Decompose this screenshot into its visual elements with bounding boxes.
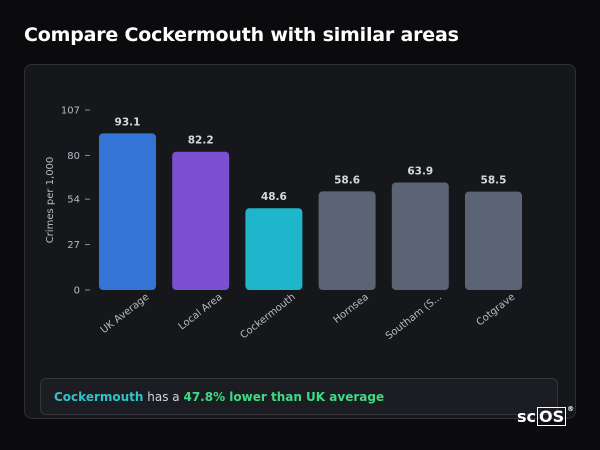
bar bbox=[99, 133, 156, 290]
bar bbox=[245, 208, 303, 290]
bar-value-label: 58.5 bbox=[481, 175, 507, 187]
y-tick-label: 27 bbox=[67, 240, 80, 251]
bar-value-label: 58.6 bbox=[334, 174, 360, 186]
y-tick-label: 0 bbox=[74, 286, 80, 297]
x-category-label: Southam (S... bbox=[384, 292, 444, 342]
x-category-label: Cockermouth bbox=[239, 292, 298, 342]
registered-mark: ® bbox=[567, 405, 575, 413]
x-category-label: UK Average bbox=[99, 292, 152, 336]
y-tick-label: 80 bbox=[67, 151, 80, 162]
bar-value-label: 63.9 bbox=[407, 166, 433, 178]
x-category-label: Cotgrave bbox=[475, 292, 518, 329]
summary-text: has a bbox=[143, 389, 184, 404]
y-axis-title: Crimes per 1,000 bbox=[45, 157, 56, 244]
bar bbox=[465, 191, 522, 290]
summary-diff: 47.8% lower than UK average bbox=[183, 389, 385, 404]
bar-value-label: 48.6 bbox=[261, 191, 287, 203]
summary-area: Cockermouth bbox=[54, 389, 144, 404]
bar-value-label: 93.1 bbox=[115, 116, 141, 128]
bar bbox=[172, 151, 230, 290]
x-category-label: Hornsea bbox=[332, 292, 371, 326]
bar-value-label: 82.2 bbox=[188, 135, 214, 147]
logo-text: sc bbox=[517, 407, 537, 426]
page-title: Compare Cockermouth with similar areas bbox=[24, 24, 459, 46]
y-tick-label: 107 bbox=[61, 106, 80, 117]
bar bbox=[391, 182, 449, 290]
scos-logo: sc OS ® bbox=[517, 405, 575, 426]
summary-box: Cockermouth has a 47.8% lower than UK av… bbox=[40, 378, 558, 415]
logo-box-text: OS bbox=[537, 407, 567, 426]
x-category-label: Local Area bbox=[177, 292, 225, 333]
y-tick-label: 54 bbox=[67, 195, 80, 206]
bar bbox=[318, 191, 376, 290]
